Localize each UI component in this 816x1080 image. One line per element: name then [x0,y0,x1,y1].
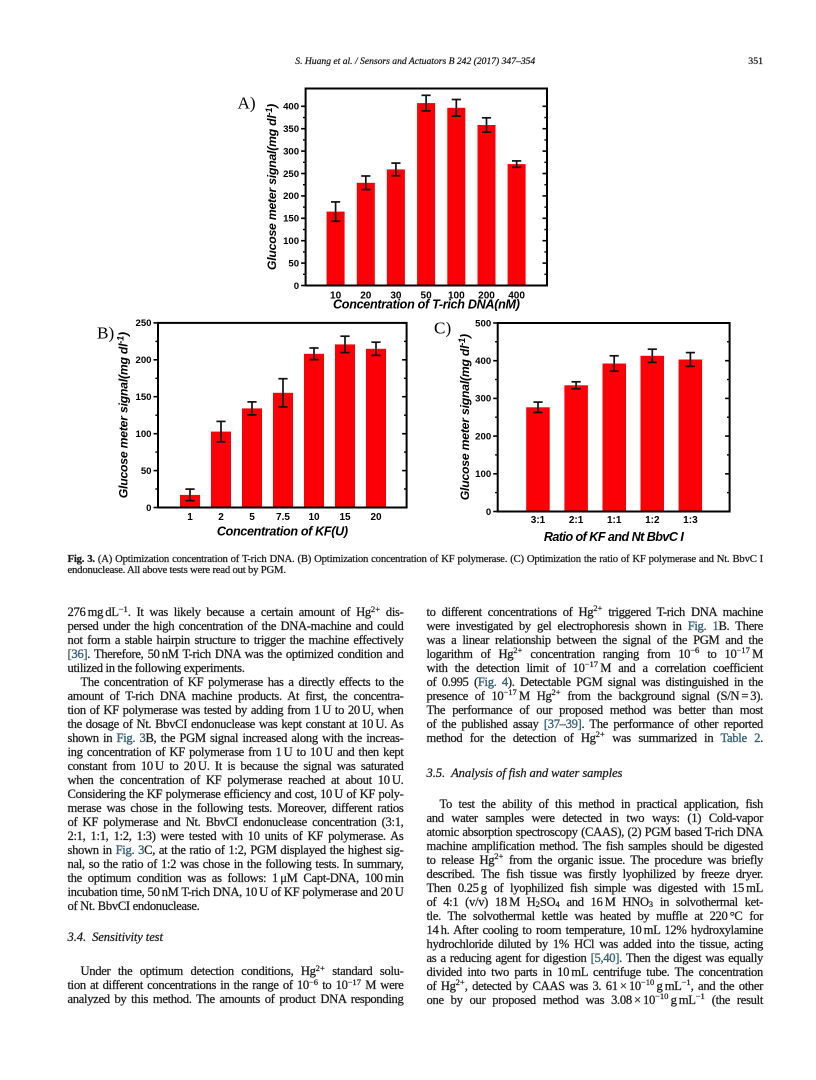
svg-text:2: 2 [218,512,224,523]
svg-text:1:2: 1:2 [645,515,660,526]
svg-text:350: 350 [283,124,299,135]
svg-text:A): A) [238,93,256,112]
svg-text:100: 100 [283,236,299,247]
svg-text:300: 300 [475,394,491,405]
svg-text:Glucose meter signal(mg dl-1): Glucose meter signal(mg dl-1) [457,334,472,500]
svg-text:100: 100 [475,469,491,480]
svg-text:Glucose meter signal(mg dl-1): Glucose meter signal(mg dl-1) [116,332,131,498]
svg-text:100: 100 [448,290,465,301]
svg-text:1:1: 1:1 [607,515,622,526]
svg-text:50: 50 [288,258,299,269]
svg-text:400: 400 [475,356,491,367]
svg-text:2:1: 2:1 [569,515,584,526]
svg-text:10: 10 [330,290,342,301]
svg-text:Concentration of T-rich DNA(nM: Concentration of T-rich DNA(nM) [333,297,520,311]
svg-text:0: 0 [146,503,151,514]
svg-text:0: 0 [294,281,299,292]
svg-text:500: 500 [475,318,491,329]
svg-text:Glucose meter signal(mg dl-1): Glucose meter signal(mg dl-1) [264,104,279,270]
svg-text:10: 10 [308,512,320,523]
svg-text:C): C) [434,319,451,338]
svg-text:200: 200 [135,355,151,366]
svg-text:200: 200 [475,431,491,442]
svg-text:Ratio of KF and Nt BbvC I: Ratio of KF and Nt BbvC I [544,530,685,544]
svg-text:20: 20 [360,290,372,301]
svg-text:200: 200 [283,191,299,202]
svg-text:0: 0 [486,507,491,518]
svg-text:50: 50 [421,290,433,301]
svg-text:1:3: 1:3 [683,515,698,526]
svg-text:200: 200 [478,290,495,301]
svg-text:15: 15 [339,512,351,523]
svg-text:400: 400 [283,102,299,113]
svg-text:7.5: 7.5 [276,512,290,523]
svg-text:50: 50 [141,466,152,477]
svg-text:3:1: 3:1 [531,515,546,526]
svg-text:300: 300 [283,146,299,157]
svg-text:20: 20 [370,512,382,523]
svg-text:250: 250 [283,169,299,180]
svg-text:30: 30 [390,290,402,301]
svg-text:100: 100 [135,429,151,440]
svg-text:5: 5 [249,512,255,523]
svg-text:150: 150 [135,392,151,403]
svg-text:Concentration of KF(U): Concentration of KF(U) [217,525,348,539]
svg-text:400: 400 [508,290,525,301]
svg-text:B): B) [97,323,114,342]
svg-text:150: 150 [283,214,299,225]
svg-text:250: 250 [135,318,151,329]
svg-text:1: 1 [187,512,193,523]
